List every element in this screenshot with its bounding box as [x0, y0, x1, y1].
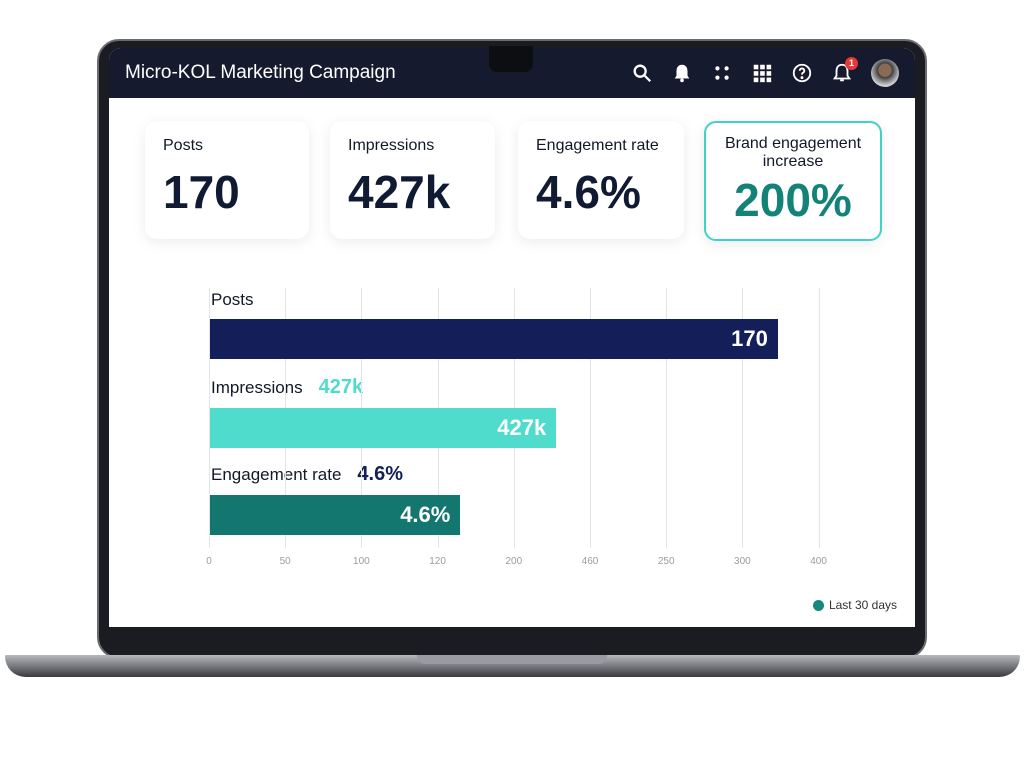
x-tick-label: 250 — [657, 556, 675, 567]
laptop-hinge-notch — [417, 655, 607, 664]
dots-icon[interactable] — [711, 62, 733, 84]
x-tick-label: 100 — [353, 556, 370, 567]
x-tick-label: 50 — [279, 556, 291, 567]
x-tick-label: 200 — [505, 556, 523, 567]
laptop-base — [5, 655, 1020, 677]
bar: 4.6% — [210, 495, 461, 535]
x-tick-label: 0 — [206, 556, 212, 567]
gridline — [666, 288, 668, 548]
screen: Micro-KOL Marketing Campaign 1 Posts 170… — [109, 48, 915, 627]
x-tick-label: 460 — [581, 556, 599, 567]
x-tick-label: 120 — [429, 556, 446, 567]
search-icon[interactable] — [631, 62, 653, 84]
notification-badge: 1 — [845, 57, 858, 70]
card-label: Posts — [163, 137, 204, 154]
outside-value-label: 4.6% — [357, 463, 404, 485]
camera-notch — [489, 46, 533, 72]
card-engagement-rate: Engagement rate 4.6% — [518, 121, 684, 239]
legend-dot — [812, 599, 824, 611]
card-label: Impressions — [348, 137, 435, 154]
x-tick-label: 300 — [734, 556, 751, 567]
card-value: 4.6% — [536, 166, 641, 218]
bar-label-posts: Posts — [211, 290, 254, 309]
gridline — [590, 288, 591, 548]
card-impressions: Impressions 427k — [330, 121, 495, 239]
x-tick-label: 400 — [810, 556, 827, 567]
gridline — [209, 288, 210, 548]
bar: 170 — [210, 319, 778, 359]
legend: Last 30 days — [812, 598, 897, 612]
gridline — [742, 288, 744, 548]
card-label: Engagement rate — [536, 137, 659, 154]
notifications-button[interactable]: 1 — [831, 57, 858, 84]
gridline — [818, 288, 820, 548]
app-title: Micro-KOL Marketing Campaign — [125, 62, 396, 83]
card-value: 200% — [734, 174, 852, 226]
bar: 427k — [210, 408, 557, 448]
card-value: 170 — [163, 166, 240, 218]
card-posts: Posts 170 — [145, 121, 309, 239]
bar-label-engagement: Engagement rate 4.6% — [211, 463, 404, 485]
bar-chart: Posts Impressions 427k Engagement rate 4.6… — [109, 48, 915, 627]
avatar[interactable] — [871, 59, 899, 87]
help-icon[interactable] — [791, 62, 813, 84]
legend-label: Last 30 days — [828, 598, 897, 612]
bar-label-impressions: Impressions 427k — [211, 376, 364, 398]
bell-icon[interactable] — [671, 62, 693, 84]
card-value: 427k — [348, 166, 451, 218]
card-label: Brand engagement increase — [724, 135, 862, 170]
card-brand-engagement: Brand engagement increase 200% — [704, 121, 882, 241]
outside-value-label: 427k — [318, 376, 364, 398]
grid-icon[interactable] — [751, 62, 773, 84]
